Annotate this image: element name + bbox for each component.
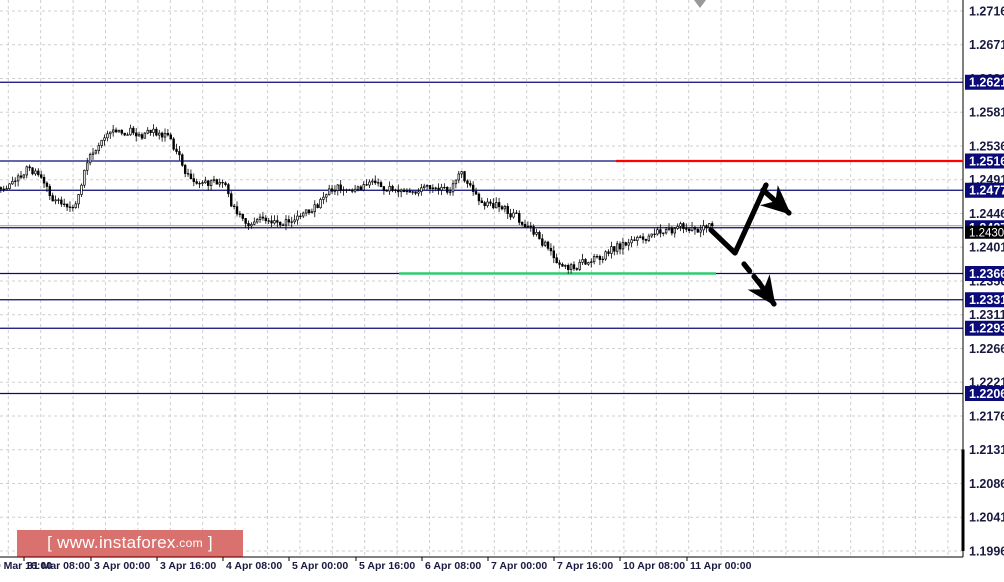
svg-text:1.2086: 1.2086 — [969, 477, 1004, 491]
svg-text:1.2671: 1.2671 — [969, 38, 1004, 52]
svg-text:3 Apr 16:00: 3 Apr 16:00 — [160, 560, 216, 572]
svg-text:1.2430: 1.2430 — [969, 227, 1004, 239]
svg-text:11 Apr 00:00: 11 Apr 00:00 — [690, 560, 752, 572]
svg-text:31 Mar 08:00: 31 Mar 08:00 — [27, 560, 90, 572]
svg-text:1.2516: 1.2516 — [969, 154, 1004, 168]
svg-text:1.2581: 1.2581 — [969, 106, 1004, 120]
svg-text:1.2621: 1.2621 — [969, 76, 1004, 90]
svg-text:1.2311: 1.2311 — [969, 308, 1004, 322]
svg-text:3 Apr 00:00: 3 Apr 00:00 — [94, 560, 150, 572]
svg-text:5 Apr 16:00: 5 Apr 16:00 — [359, 560, 415, 572]
svg-text:10 Apr 08:00: 10 Apr 08:00 — [623, 560, 685, 572]
svg-text:1.2446: 1.2446 — [969, 207, 1004, 221]
svg-text:1.2366: 1.2366 — [969, 267, 1004, 281]
svg-text:1.1996: 1.1996 — [969, 544, 1004, 558]
svg-text:1.2176: 1.2176 — [969, 409, 1004, 423]
svg-text:1.2266: 1.2266 — [969, 342, 1004, 356]
svg-text:4 Apr 08:00: 4 Apr 08:00 — [226, 560, 282, 572]
svg-text:1.2477: 1.2477 — [969, 184, 1004, 198]
svg-text:1.2206: 1.2206 — [969, 387, 1004, 401]
svg-text:1.2401: 1.2401 — [969, 241, 1004, 255]
svg-text:1.2331: 1.2331 — [969, 293, 1004, 307]
svg-text:1.2536: 1.2536 — [969, 139, 1004, 153]
svg-text:5 Apr 00:00: 5 Apr 00:00 — [292, 560, 348, 572]
svg-text:1.2131: 1.2131 — [969, 443, 1004, 457]
svg-text:1.2716: 1.2716 — [969, 4, 1004, 18]
svg-text:7 Apr 16:00: 7 Apr 16:00 — [557, 560, 613, 572]
svg-text:1.2041: 1.2041 — [969, 511, 1004, 525]
svg-text:1.2293: 1.2293 — [969, 322, 1004, 336]
svg-text:6 Apr 08:00: 6 Apr 08:00 — [425, 560, 481, 572]
svg-text:7 Apr 00:00: 7 Apr 00:00 — [491, 560, 547, 572]
